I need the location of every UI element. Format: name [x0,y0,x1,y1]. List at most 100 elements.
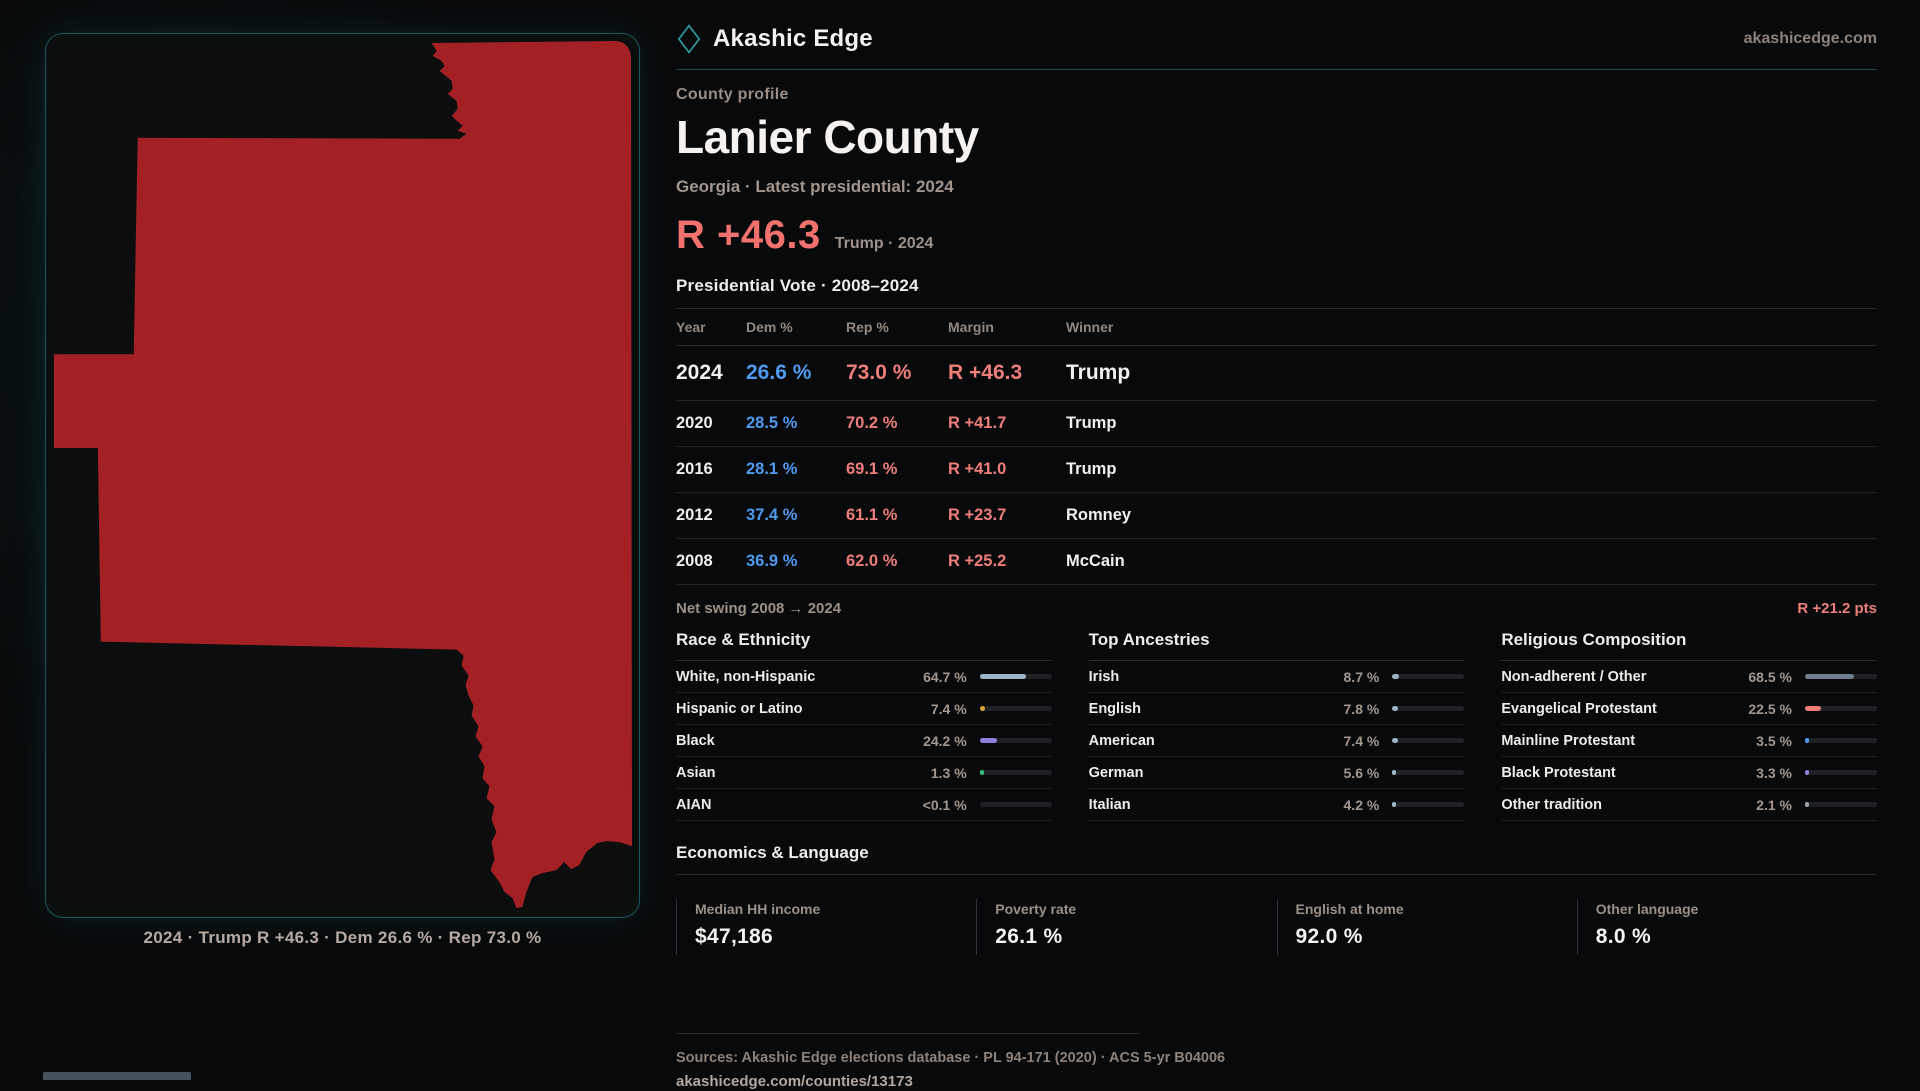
demo-label: Other tradition [1501,796,1603,813]
demo-column: Religious Composition Non-adherent / Othe… [1501,630,1877,821]
demo-label: Mainline Protestant [1501,732,1636,749]
bar-track [1804,674,1877,679]
demo-label: Asian [676,764,716,781]
bar-track [1392,706,1465,711]
year-cell: 2012 [676,506,713,524]
bar-fill [1392,674,1399,679]
bar-fill [1804,802,1809,807]
stat-value: $47,186 [695,925,774,948]
bar-fill [979,738,998,743]
demographics-grid: Race & Ethnicity White, non-Hispanic 64.7 … [676,630,1877,821]
footer-divider [676,1033,1140,1034]
bar-track [979,738,1052,743]
dem-cell: 28.5 % [746,414,798,432]
eyebrow-label: County profile [676,86,789,103]
demo-row: Evangelical Protestant 22.5 % [1501,693,1877,725]
stat-label: Median HH income [695,901,821,917]
demo-section-title: Top Ancestries [1088,630,1465,661]
col-year: Year [676,319,706,335]
bar-fill [1804,770,1809,775]
bar-track [979,802,1052,807]
demo-row: Asian 1.3 % [676,757,1052,789]
county-map [53,40,633,909]
bar-fill [1392,706,1398,711]
brand-domain-link[interactable]: akashicedge.com [1743,30,1877,47]
col-margin: Margin [948,319,994,335]
bar-fill [1804,706,1822,711]
vote-table-row: 2024 26.6 % 73.0 % R +46.3 Trump [676,346,1877,401]
economics-stat: Poverty rate 26.1 % [976,899,1276,955]
demo-row: Irish 8.7 % [1088,661,1465,693]
demo-value: 7.4 % [1343,732,1380,749]
winner-cell: McCain [1066,552,1125,570]
net-swing-value: R +21.2 pts [1797,600,1877,617]
demo-label: Evangelical Protestant [1501,700,1657,717]
dem-cell: 37.4 % [746,506,798,524]
bar-fill [979,674,1027,679]
demo-label: Hispanic or Latino [676,700,803,717]
headline-context: Trump · 2024 [834,235,934,252]
net-swing-row: Net swing 2008 → 2024 R +21.2 pts [676,600,1877,617]
stat-value: 8.0 % [1595,925,1651,948]
bar-fill [1392,738,1398,743]
economics-section-title: Economics & Language [676,843,1877,875]
stat-value: 92.0 % [1295,925,1363,948]
demo-label: Black [676,732,715,749]
rep-cell: 62.0 % [846,552,898,570]
col-dem: Dem % [746,319,793,335]
winner-cell: Trump [1066,361,1131,384]
bar-track [1804,770,1877,775]
bar-track [1392,738,1465,743]
vote-table-row: 2020 28.5 % 70.2 % R +41.7 Trump [676,401,1877,447]
vote-table-title: Presidential Vote · 2008–2024 [676,276,919,295]
site-header: Akashic Edge akashicedge.com [676,24,1877,70]
demo-value: 68.5 % [1748,668,1792,685]
headline-margin: R +46.3 [676,213,821,257]
year-cell: 2020 [676,414,713,432]
map-caption: 2024 · Trump R +46.3 · Dem 26.6 % · Rep … [143,928,542,947]
col-winner: Winner [1066,319,1114,335]
economics-stat: English at home 92.0 % [1276,899,1577,955]
vote-table-row: 2012 37.4 % 61.1 % R +23.7 Romney [676,493,1877,539]
demo-value: 4.2 % [1343,796,1380,813]
demo-row: Hispanic or Latino 7.4 % [676,693,1052,725]
diamond-logo-icon[interactable] [676,24,702,54]
demo-value: 24.2 % [923,732,967,749]
demo-value: 64.7 % [923,668,967,685]
footer-permalink-link[interactable]: akashicedge.com/counties/13173 [676,1073,913,1090]
demo-label: Non-adherent / Other [1501,668,1647,685]
vote-table-row: 2016 28.1 % 69.1 % R +41.0 Trump [676,447,1877,493]
demo-label: Italian [1088,796,1131,813]
demo-value: 7.4 % [930,700,967,717]
county-map-panel [45,33,640,918]
presidential-vote-table: Year Dem % Rep % Margin Winner 2024 26.6 … [676,308,1877,585]
year-cell: 2024 [676,361,723,384]
stat-label: English at home [1295,901,1404,917]
horizontal-scrollbar-thumb[interactable] [43,1072,191,1080]
demo-value: 22.5 % [1748,700,1792,717]
year-cell: 2016 [676,460,713,478]
bar-track [979,770,1052,775]
year-cell: 2008 [676,552,713,570]
county-profile-content: Akashic Edge akashicedge.com County prof… [676,24,1877,1091]
bar-fill [1804,674,1855,679]
headline-margin-row: R +46.3 Trump · 2024 [676,213,1877,258]
demo-label: English [1088,700,1142,717]
rep-cell: 73.0 % [846,361,912,384]
bar-fill [979,770,984,775]
demo-value: <0.1 % [922,796,967,813]
margin-cell: R +46.3 [948,361,1023,384]
bar-track [1804,706,1877,711]
demo-value: 7.8 % [1343,700,1380,717]
demo-value: 3.3 % [1756,764,1792,781]
brand-name: Akashic Edge [713,25,873,52]
bar-fill [1392,802,1397,807]
winner-cell: Romney [1066,506,1132,524]
economics-stat: Median HH income $47,186 [676,899,976,955]
demo-row: Mainline Protestant 3.5 % [1501,725,1877,757]
stat-label: Other language [1595,901,1699,917]
demo-row: Non-adherent / Other 68.5 % [1501,661,1877,693]
bar-fill [979,706,985,711]
bar-track [979,674,1052,679]
rep-cell: 70.2 % [846,414,898,432]
